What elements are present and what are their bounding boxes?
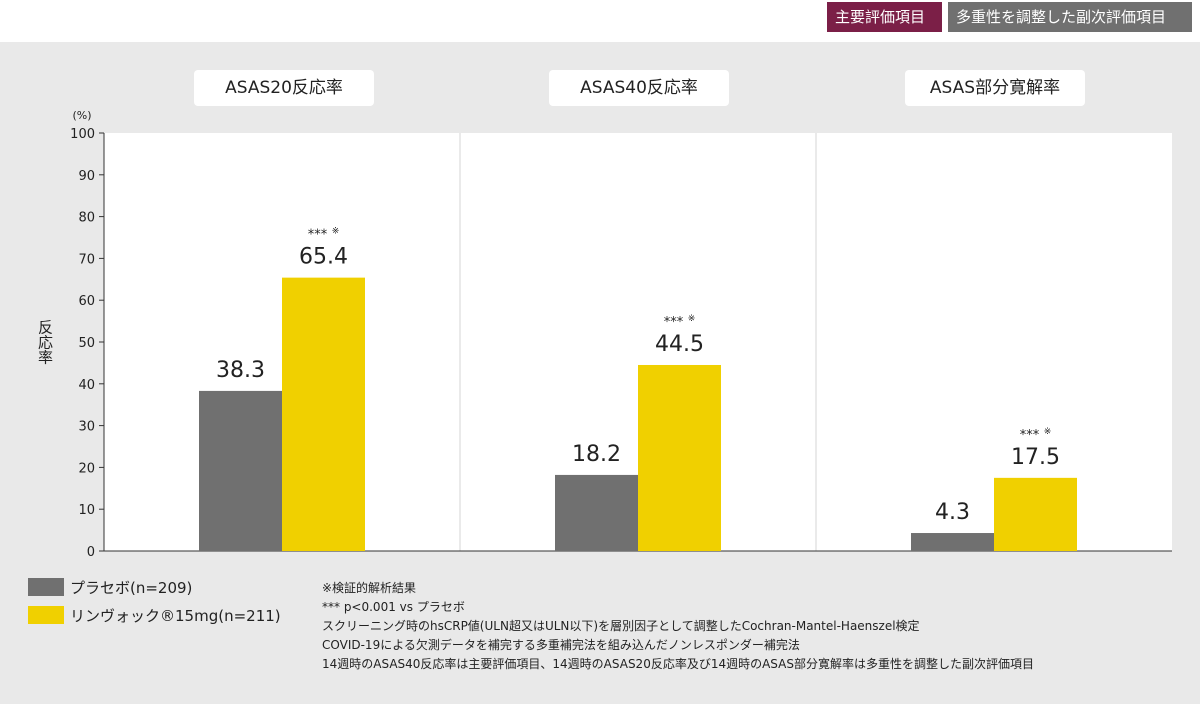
y-tick-label: 30 bbox=[78, 420, 95, 435]
legend-swatch-drug bbox=[28, 606, 64, 624]
panel-title-partial-remission: ASAS部分寛解率 bbox=[905, 70, 1085, 106]
y-tick-label: 60 bbox=[78, 294, 95, 309]
y-axis-title: 反応率 bbox=[36, 320, 54, 365]
bar-placebo bbox=[199, 390, 282, 551]
footnote-cmh-test: スクリーニング時のhsCRP値(ULN超又はULN以下)を層別因子として調整した… bbox=[322, 619, 920, 633]
legend-swatch-placebo bbox=[28, 578, 64, 596]
significance-marker: *** bbox=[1020, 428, 1040, 443]
significance-note-mark: ※ bbox=[688, 314, 696, 324]
significance-note-mark: ※ bbox=[1044, 427, 1052, 437]
bar-drug bbox=[994, 477, 1077, 551]
data-label-drug: 17.5 bbox=[1011, 445, 1060, 470]
bar-placebo bbox=[911, 533, 994, 551]
y-unit-label: (%) bbox=[72, 109, 91, 122]
panel-title-asas20: ASAS20反応率 bbox=[194, 70, 374, 106]
legend: プラセボ(n=209) リンヴォック®15mg(n=211) bbox=[28, 575, 281, 631]
y-tick-label: 90 bbox=[78, 169, 95, 184]
data-label-drug: 65.4 bbox=[299, 245, 348, 270]
footnote-imputation: COVID-19による欠測データを補完する多重補完法を組み込んだノンレスポンダー… bbox=[322, 638, 800, 652]
legend-label-placebo: プラセボ(n=209) bbox=[70, 578, 193, 597]
legend-item-drug: リンヴォック®15mg(n=211) bbox=[28, 603, 281, 627]
y-tick-label: 20 bbox=[78, 461, 95, 476]
legend-item-placebo: プラセボ(n=209) bbox=[28, 575, 281, 599]
bar-placebo bbox=[555, 474, 638, 551]
y-tick-label: 100 bbox=[70, 127, 95, 142]
y-tick-label: 0 bbox=[87, 545, 95, 560]
significance-note-mark: ※ bbox=[332, 227, 340, 237]
y-tick-label: 40 bbox=[78, 378, 95, 393]
data-label-placebo: 4.3 bbox=[935, 500, 970, 525]
data-label-drug: 44.5 bbox=[655, 332, 704, 357]
y-tick-label: 80 bbox=[78, 211, 95, 226]
footnote-endpoints: 14週時のASAS40反応率は主要評価項目、14週時のASAS20反応率及び14… bbox=[322, 657, 1034, 671]
significance-marker: *** bbox=[308, 228, 328, 243]
y-tick-label: 70 bbox=[78, 252, 95, 267]
significance-marker: *** bbox=[664, 315, 684, 330]
footnote-pvalue: *** p<0.001 vs プラセボ bbox=[322, 600, 465, 614]
y-tick-label: 10 bbox=[78, 503, 95, 518]
bar-drug bbox=[282, 277, 365, 551]
secondary-endpoint-badge: 多重性を調整した副次評価項目 bbox=[948, 2, 1192, 32]
bar-drug bbox=[638, 364, 721, 551]
footnotes: ※検証的解析結果 *** p<0.001 vs プラセボ スクリーニング時のhs… bbox=[322, 579, 1034, 674]
data-label-placebo: 38.3 bbox=[216, 358, 265, 383]
footnote-confirmatory: ※検証的解析結果 bbox=[322, 581, 417, 595]
primary-endpoint-badge: 主要評価項目 bbox=[827, 2, 942, 32]
y-tick-label: 50 bbox=[78, 336, 95, 351]
legend-label-drug: リンヴォック®15mg(n=211) bbox=[70, 606, 281, 625]
panel-title-asas40: ASAS40反応率 bbox=[549, 70, 729, 106]
header-bar: 主要評価項目 多重性を調整した副次評価項目 bbox=[0, 0, 1200, 42]
data-label-placebo: 18.2 bbox=[572, 442, 621, 467]
